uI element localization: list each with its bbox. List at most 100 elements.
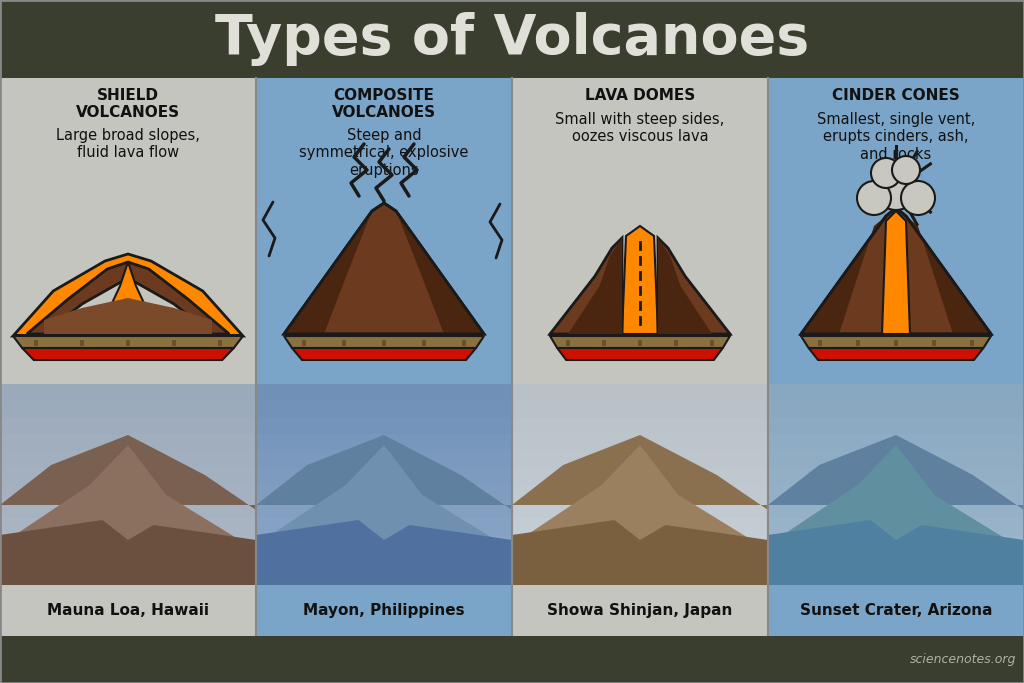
FancyBboxPatch shape [512,535,768,551]
Polygon shape [284,211,372,334]
Polygon shape [27,262,229,334]
FancyBboxPatch shape [0,0,1024,78]
FancyBboxPatch shape [256,501,512,518]
FancyBboxPatch shape [256,434,512,451]
FancyBboxPatch shape [768,568,1024,585]
FancyBboxPatch shape [512,518,768,535]
FancyBboxPatch shape [256,484,512,501]
FancyBboxPatch shape [768,451,1024,468]
FancyBboxPatch shape [382,340,386,346]
FancyBboxPatch shape [0,535,256,551]
FancyBboxPatch shape [256,585,512,636]
Text: Large broad slopes,
fluid lava flow: Large broad slopes, fluid lava flow [56,128,200,161]
Circle shape [871,158,901,188]
Polygon shape [396,211,484,334]
FancyBboxPatch shape [512,551,768,568]
Polygon shape [512,445,768,550]
FancyBboxPatch shape [0,636,1024,683]
Text: CINDER CONES: CINDER CONES [833,88,959,103]
Polygon shape [809,348,983,360]
Polygon shape [557,348,723,360]
Polygon shape [882,211,910,334]
Polygon shape [768,520,1024,585]
Polygon shape [568,238,622,334]
Text: Types of Volcanoes: Types of Volcanoes [215,12,809,66]
Text: Showa Shinjan, Japan: Showa Shinjan, Japan [547,603,733,618]
FancyBboxPatch shape [0,434,256,451]
Polygon shape [106,262,150,334]
FancyBboxPatch shape [768,518,1024,535]
FancyBboxPatch shape [768,434,1024,451]
FancyBboxPatch shape [0,551,256,568]
Polygon shape [256,435,512,510]
FancyBboxPatch shape [342,340,346,346]
FancyBboxPatch shape [256,468,512,484]
Text: Steep and
symmetrical, explosive
eruptions: Steep and symmetrical, explosive eruptio… [299,128,469,178]
FancyBboxPatch shape [256,78,512,384]
Polygon shape [284,203,484,334]
FancyBboxPatch shape [932,340,936,346]
Polygon shape [13,336,243,348]
Circle shape [901,181,935,215]
Polygon shape [44,298,212,334]
FancyBboxPatch shape [512,568,768,585]
FancyBboxPatch shape [768,501,1024,518]
FancyBboxPatch shape [422,340,426,346]
Polygon shape [658,238,712,334]
FancyBboxPatch shape [512,451,768,468]
FancyBboxPatch shape [638,340,642,346]
FancyBboxPatch shape [768,468,1024,484]
Polygon shape [801,334,991,336]
FancyBboxPatch shape [0,451,256,468]
FancyBboxPatch shape [768,585,1024,636]
Polygon shape [512,435,768,510]
FancyBboxPatch shape [856,340,860,346]
FancyBboxPatch shape [512,468,768,484]
FancyBboxPatch shape [512,434,768,451]
FancyBboxPatch shape [0,568,256,585]
Polygon shape [801,216,886,334]
Text: Mauna Loa, Hawaii: Mauna Loa, Hawaii [47,603,209,618]
Polygon shape [284,336,484,348]
FancyBboxPatch shape [0,417,256,434]
FancyBboxPatch shape [0,468,256,484]
Text: Sunset Crater, Arizona: Sunset Crater, Arizona [800,603,992,618]
FancyBboxPatch shape [0,384,256,401]
Polygon shape [801,208,991,334]
Polygon shape [284,334,484,336]
Polygon shape [0,445,256,550]
Polygon shape [292,348,476,360]
FancyBboxPatch shape [768,551,1024,568]
Text: LAVA DOMES: LAVA DOMES [585,88,695,103]
FancyBboxPatch shape [970,340,974,346]
FancyBboxPatch shape [566,340,570,346]
FancyBboxPatch shape [0,78,256,384]
FancyBboxPatch shape [256,384,512,401]
FancyBboxPatch shape [674,340,678,346]
FancyBboxPatch shape [256,535,512,551]
Polygon shape [550,334,730,336]
Polygon shape [256,520,512,585]
Text: Small with steep sides,
oozes viscous lava: Small with steep sides, oozes viscous la… [555,112,725,144]
Polygon shape [0,435,256,510]
FancyBboxPatch shape [0,484,256,501]
FancyBboxPatch shape [602,340,606,346]
Text: Smallest, single vent,
erupts cinders, ash,
and rocks: Smallest, single vent, erupts cinders, a… [817,112,975,162]
Circle shape [857,181,891,215]
FancyBboxPatch shape [0,501,256,518]
FancyBboxPatch shape [0,518,256,535]
Polygon shape [256,445,512,550]
Text: COMPOSITE
VOLCANOES: COMPOSITE VOLCANOES [332,88,436,120]
Circle shape [874,166,918,210]
Polygon shape [309,211,384,334]
FancyBboxPatch shape [512,417,768,434]
FancyBboxPatch shape [80,340,84,346]
FancyBboxPatch shape [818,340,822,346]
FancyBboxPatch shape [768,78,1024,384]
Polygon shape [550,336,730,348]
FancyBboxPatch shape [768,401,1024,417]
FancyBboxPatch shape [256,417,512,434]
Polygon shape [768,435,1024,510]
FancyBboxPatch shape [512,585,768,636]
FancyBboxPatch shape [512,78,768,384]
